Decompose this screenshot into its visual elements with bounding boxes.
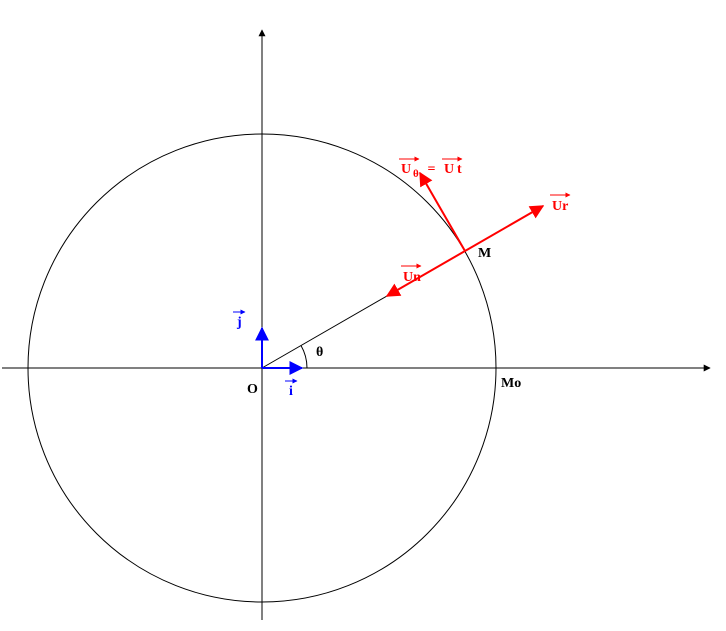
label-M: M (478, 246, 491, 261)
background (0, 0, 726, 631)
label-Mo: Mo (501, 376, 521, 391)
label-O: O (247, 382, 258, 397)
label-theta: θ (316, 345, 323, 360)
label-Un: Un (403, 270, 421, 285)
label-Ur: Ur (552, 199, 568, 214)
label-i: i (289, 384, 293, 399)
label-j: j (236, 315, 242, 330)
